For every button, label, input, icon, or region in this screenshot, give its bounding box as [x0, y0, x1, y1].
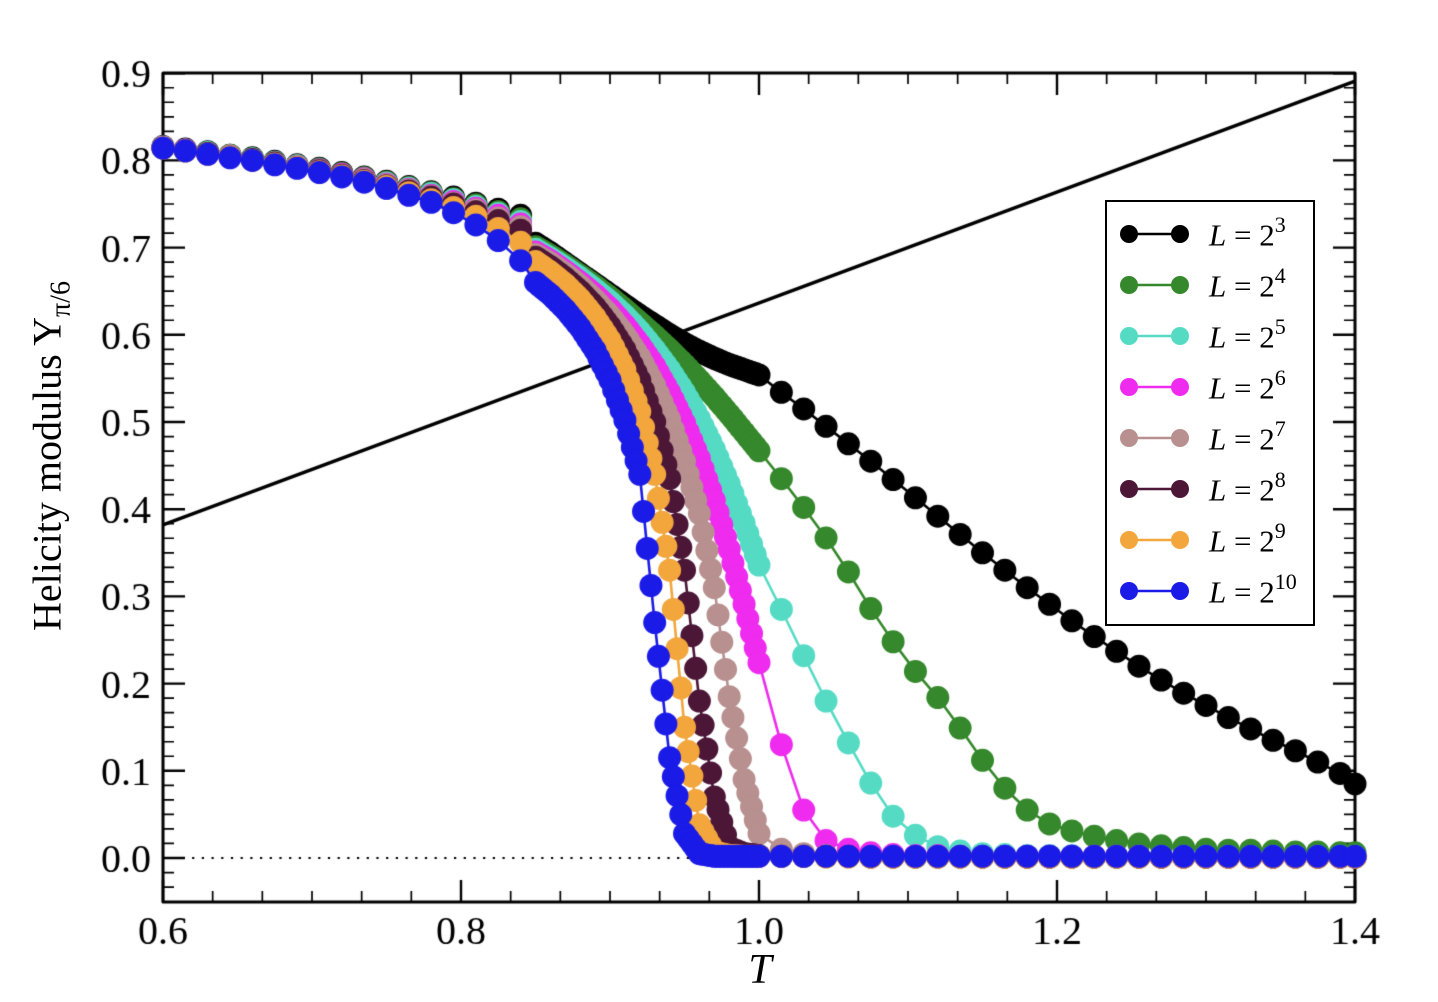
- legend-marker-icon: [1120, 224, 1189, 243]
- legend-marker-icon: [1120, 581, 1189, 600]
- x-axis-title: T: [748, 947, 772, 993]
- legend: L = 23 L = 24 L = 25 L = 26 L = 27 L = 28 L = …: [1105, 200, 1315, 626]
- legend-marker-icon: [1120, 530, 1189, 549]
- legend-entry: L = 24: [1107, 259, 1313, 310]
- legend-marker-icon: [1120, 377, 1189, 396]
- legend-entry-label: L = 27: [1209, 415, 1286, 457]
- y-axis-title: Helicity modulus Yπ/6: [24, 281, 77, 631]
- legend-marker-icon: [1120, 428, 1189, 447]
- legend-entry-label: L = 26: [1209, 364, 1286, 406]
- legend-entry: L = 27: [1107, 412, 1313, 463]
- legend-entry-label: L = 24: [1209, 262, 1286, 304]
- legend-entry: L = 28: [1107, 463, 1313, 514]
- legend-entry: L = 210: [1107, 565, 1313, 616]
- legend-entry-label: L = 29: [1209, 517, 1286, 559]
- legend-entry: L = 25: [1107, 310, 1313, 361]
- legend-marker-icon: [1120, 275, 1189, 294]
- legend-entry: L = 23: [1107, 208, 1313, 259]
- legend-entry: L = 29: [1107, 514, 1313, 565]
- legend-entry-label: L = 25: [1209, 313, 1286, 355]
- legend-entry-label: L = 28: [1209, 466, 1286, 508]
- legend-marker-icon: [1120, 326, 1189, 345]
- legend-entry: L = 26: [1107, 361, 1313, 412]
- y-axis-title-subscript: π/6: [45, 281, 77, 317]
- legend-entry-label: L = 23: [1209, 211, 1286, 253]
- legend-entry-label: L = 210: [1209, 568, 1297, 610]
- y-axis-title-text: Helicity modulus Y: [24, 316, 70, 631]
- legend-marker-icon: [1120, 479, 1189, 498]
